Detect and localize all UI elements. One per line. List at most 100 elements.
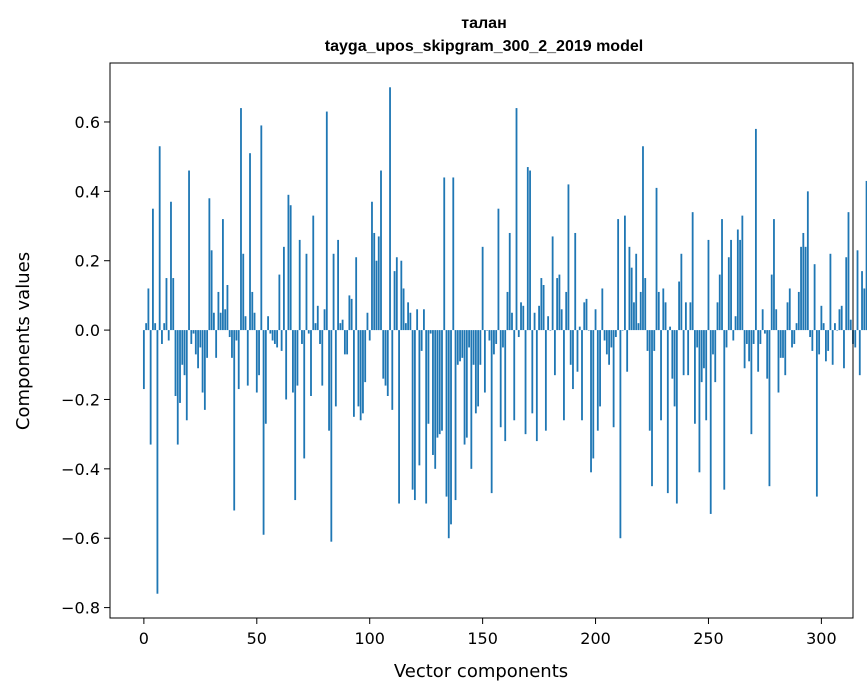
- bar-93: [353, 330, 355, 417]
- bar-53: [262, 330, 265, 535]
- bar-56: [269, 330, 272, 334]
- bar-183: [556, 278, 559, 331]
- bar-241: [687, 330, 690, 376]
- bar-246: [698, 330, 701, 473]
- bar-78: [319, 330, 321, 344]
- bar-160: [504, 330, 507, 442]
- chart-title-line-2: tayga_upos_skipgram_300_2_2019 model: [325, 38, 643, 55]
- bar-315: [854, 330, 857, 348]
- bar-142: [463, 330, 466, 445]
- bar-288: [793, 330, 796, 344]
- bar-51: [258, 330, 260, 376]
- bar-61: [280, 330, 283, 351]
- bar-102: [373, 232, 376, 331]
- bar-62: [282, 246, 285, 331]
- bar-197: [587, 330, 590, 331]
- bar-0: [142, 330, 145, 390]
- bar-253: [714, 330, 717, 383]
- bar-5: [154, 323, 157, 331]
- bar-28: [206, 330, 209, 358]
- bar-27: [203, 330, 206, 410]
- bar-119: [411, 330, 414, 490]
- bar-268: [748, 330, 751, 362]
- bar-81: [325, 111, 328, 331]
- bar-134: [445, 330, 448, 497]
- bar-58: [273, 330, 276, 344]
- bar-312: [847, 212, 850, 331]
- bar-147: [474, 330, 477, 414]
- bar-122: [418, 330, 421, 466]
- bar-97: [362, 330, 364, 414]
- bar-297: [813, 264, 816, 331]
- bar-72: [305, 253, 308, 331]
- bar-39: [231, 330, 233, 358]
- bar-301: [822, 323, 825, 331]
- bar-131: [438, 330, 441, 435]
- bar-311: [845, 257, 848, 331]
- bar-206: [608, 330, 610, 365]
- bar-216: [630, 267, 633, 331]
- bar-88: [341, 319, 344, 331]
- bar-213: [624, 215, 626, 331]
- bar-152: [486, 330, 489, 331]
- bar-32: [215, 330, 218, 358]
- bar-150: [481, 246, 484, 331]
- bar-26: [201, 330, 204, 393]
- bar-84: [332, 253, 335, 331]
- bar-316: [856, 250, 859, 331]
- bar-221: [642, 146, 644, 331]
- bar-30: [210, 250, 213, 331]
- bar-166: [517, 330, 520, 338]
- bar-48: [251, 291, 254, 331]
- bar-196: [585, 298, 588, 331]
- bar-304: [829, 253, 832, 331]
- bar-184: [558, 274, 561, 331]
- bar-188: [567, 184, 570, 331]
- y-tick-label: 0.0: [75, 321, 100, 340]
- bar-127: [429, 330, 432, 334]
- bar-320: [865, 180, 867, 331]
- bar-300: [820, 305, 823, 331]
- bar-9: [163, 323, 166, 331]
- bar-35: [222, 219, 224, 331]
- bar-298: [815, 330, 818, 497]
- bar-20: [188, 170, 190, 331]
- bar-267: [745, 330, 748, 344]
- bar-19: [185, 330, 188, 421]
- bar-189: [569, 330, 572, 365]
- bar-79: [321, 330, 324, 386]
- bar-112: [395, 257, 398, 331]
- bar-223: [646, 330, 649, 351]
- bar-219: [637, 323, 640, 331]
- bar-44: [242, 253, 245, 331]
- bar-114: [400, 260, 403, 331]
- bar-171: [529, 170, 531, 331]
- bar-211: [619, 330, 622, 539]
- bar-139: [456, 330, 459, 365]
- bar-104: [377, 236, 380, 331]
- bar-317: [858, 330, 861, 376]
- bar-95: [357, 330, 360, 407]
- bar-100: [368, 330, 371, 341]
- bar-8: [161, 330, 163, 344]
- bar-82: [328, 330, 330, 431]
- bar-172: [531, 330, 534, 414]
- bar-144: [468, 330, 470, 348]
- bar-212: [621, 330, 624, 331]
- bar-280: [775, 309, 778, 331]
- bar-16: [179, 330, 181, 403]
- bar-203: [601, 288, 604, 331]
- bar-202: [599, 330, 601, 407]
- bar-187: [565, 291, 568, 331]
- bar-155: [493, 330, 495, 355]
- bar-224: [648, 330, 651, 431]
- bar-210: [617, 219, 620, 331]
- bar-25: [199, 330, 202, 348]
- bar-11: [167, 330, 170, 341]
- bar-260: [730, 239, 732, 331]
- bar-222: [644, 278, 647, 331]
- bar-294: [806, 191, 809, 331]
- bar-165: [515, 108, 518, 331]
- bar-140: [459, 330, 461, 362]
